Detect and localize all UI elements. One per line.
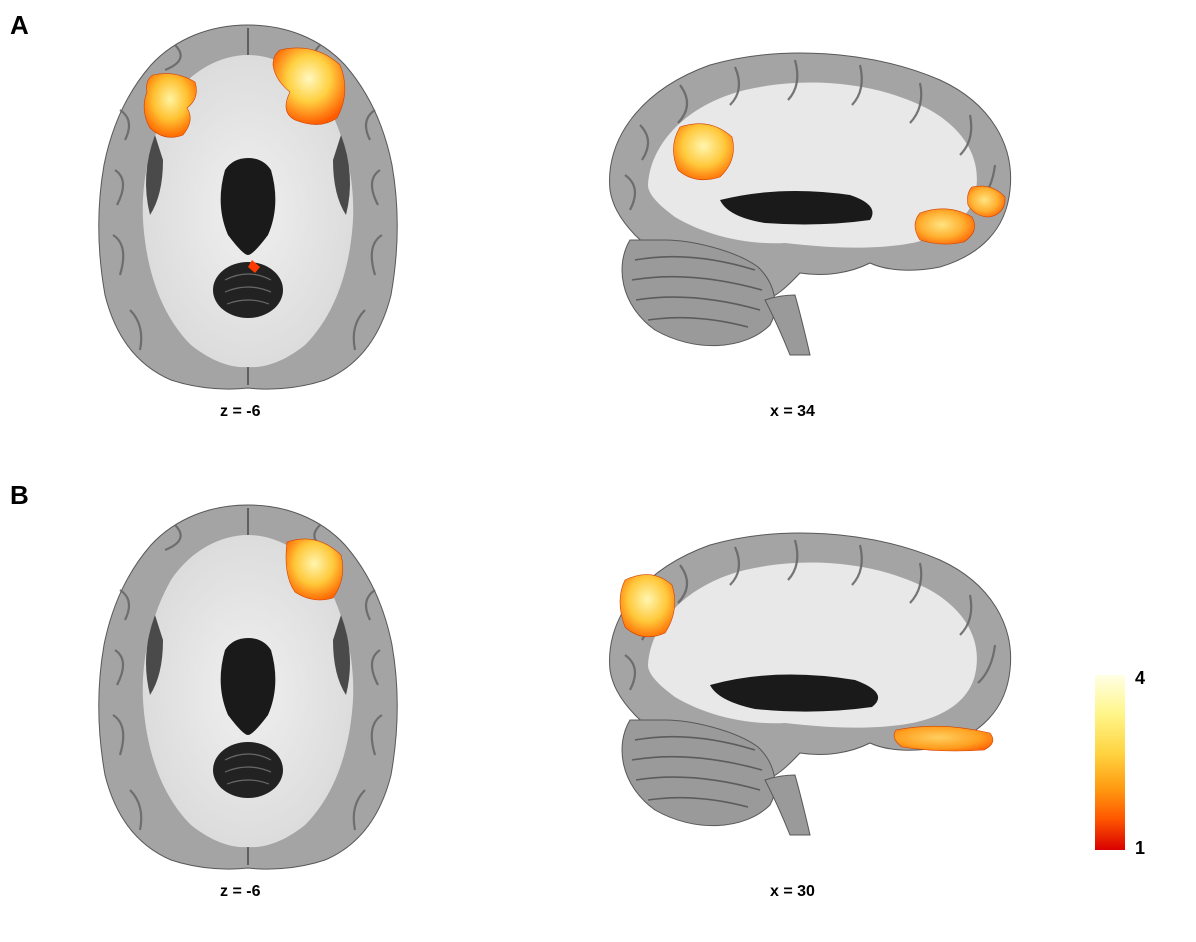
panel-b-label: B [10, 480, 29, 511]
panel-b-axial-label: z = -6 [220, 883, 260, 901]
colorbar-top-label: 4 [1135, 668, 1145, 689]
colorbar-bottom-label: 1 [1135, 838, 1145, 859]
panel-a-axial-label: z = -6 [220, 403, 260, 421]
panel-a-axial-brain [95, 20, 402, 390]
panel-a-sagittal-brain [570, 45, 1020, 360]
colorbar [1095, 675, 1125, 855]
panel-b-sagittal-label: x = 30 [770, 883, 815, 901]
panel-b-sagittal-brain [570, 525, 1020, 840]
figure-root: A [0, 0, 1196, 942]
panel-b-axial-brain [95, 500, 402, 870]
panel-a-sagittal-label: x = 34 [770, 403, 815, 421]
panel-a-label: A [10, 10, 29, 41]
